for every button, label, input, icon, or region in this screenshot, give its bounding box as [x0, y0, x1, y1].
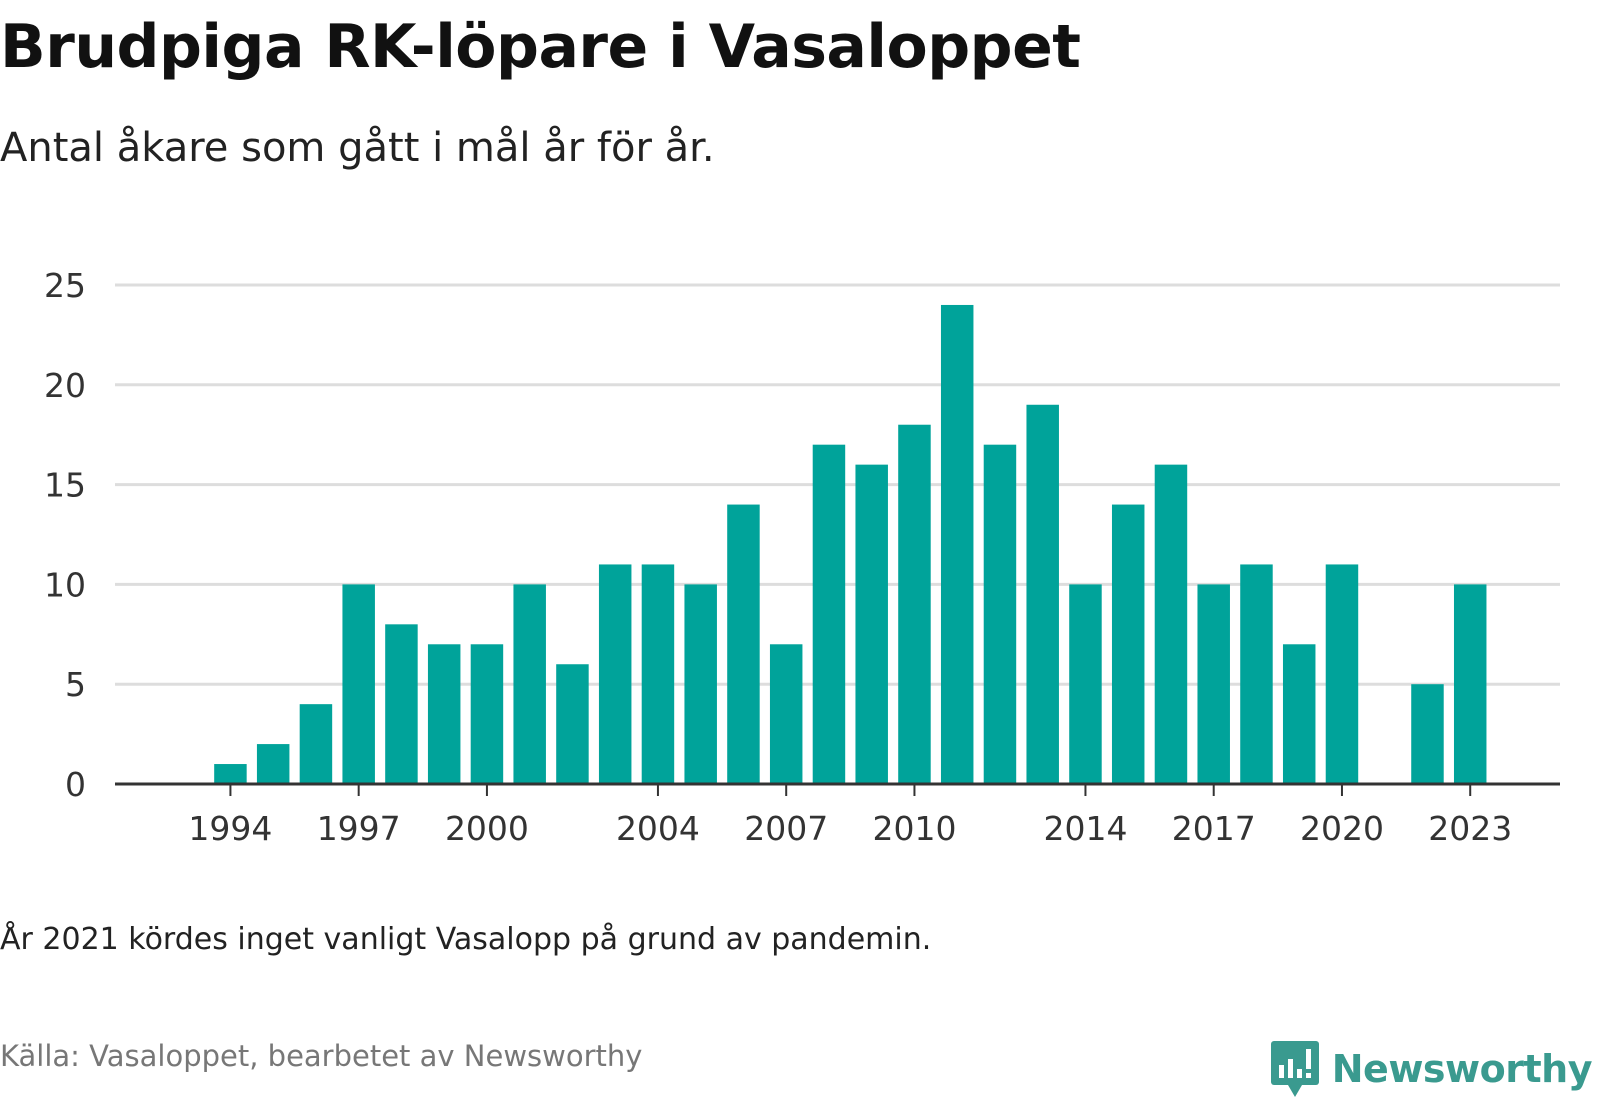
chart-title: Brudpiga RK-löpare i Vasaloppet [0, 12, 1081, 82]
x-tick-label: 2023 [1428, 809, 1512, 848]
y-tick-label: 15 [44, 466, 86, 505]
x-tick-label: 2014 [1043, 809, 1127, 848]
bar [1325, 564, 1359, 784]
y-tick-label: 0 [65, 765, 86, 804]
bar [299, 704, 333, 784]
x-tick-label: 2017 [1172, 809, 1256, 848]
y-tick-label: 25 [44, 266, 86, 305]
bar [1197, 584, 1230, 784]
y-tick-label: 5 [65, 665, 86, 704]
bar [1154, 464, 1188, 784]
bar [684, 584, 717, 784]
source-note: Källa: Vasaloppet, bearbetet av Newswort… [0, 1039, 643, 1073]
bar [427, 644, 461, 784]
bar [214, 764, 247, 784]
bar [727, 504, 760, 784]
bar [513, 584, 546, 784]
bar [940, 304, 974, 784]
bar [812, 444, 846, 784]
x-axis-ticks: 1994 1997 2000 2004 2007 2010 2014 2017 2020 2023 [188, 784, 1512, 848]
bar [385, 624, 418, 784]
x-tick-label: 2007 [744, 809, 828, 848]
bar [1453, 584, 1487, 784]
brand-name: Newsworthy [1331, 1047, 1593, 1091]
x-tick-label: 1994 [188, 809, 272, 848]
bar [769, 644, 803, 784]
x-tick-label: 2020 [1300, 809, 1384, 848]
bar [983, 444, 1017, 784]
bar [1111, 504, 1145, 784]
x-tick-label: 2000 [445, 809, 529, 848]
y-axis-ticks: 0 5 10 15 20 25 [44, 266, 86, 804]
bar [598, 564, 632, 784]
bar [256, 744, 290, 784]
bar [342, 584, 375, 784]
bar [641, 564, 675, 784]
y-tick-label: 20 [44, 366, 86, 405]
bars [214, 304, 1487, 784]
bar [470, 644, 504, 784]
y-tick-label: 10 [44, 565, 86, 604]
footnote: År 2021 kördes inget vanligt Vasalopp på… [0, 922, 932, 957]
bar [898, 424, 931, 784]
x-tick-label: 2004 [616, 809, 700, 848]
brand-logo[interactable]: Newsworthy [1270, 1040, 1593, 1098]
bar [556, 664, 589, 784]
bar [1282, 644, 1316, 784]
newsworthy-logo-icon [1270, 1041, 1319, 1097]
bar [1240, 564, 1273, 784]
bar [1026, 404, 1059, 784]
x-tick-label: 2010 [872, 809, 956, 848]
bar [855, 464, 888, 784]
chart-subtitle: Antal åkare som gått i mål år för år. [0, 125, 715, 171]
bar [1069, 584, 1102, 784]
x-tick-label: 1997 [317, 809, 401, 848]
bar [1411, 684, 1444, 784]
